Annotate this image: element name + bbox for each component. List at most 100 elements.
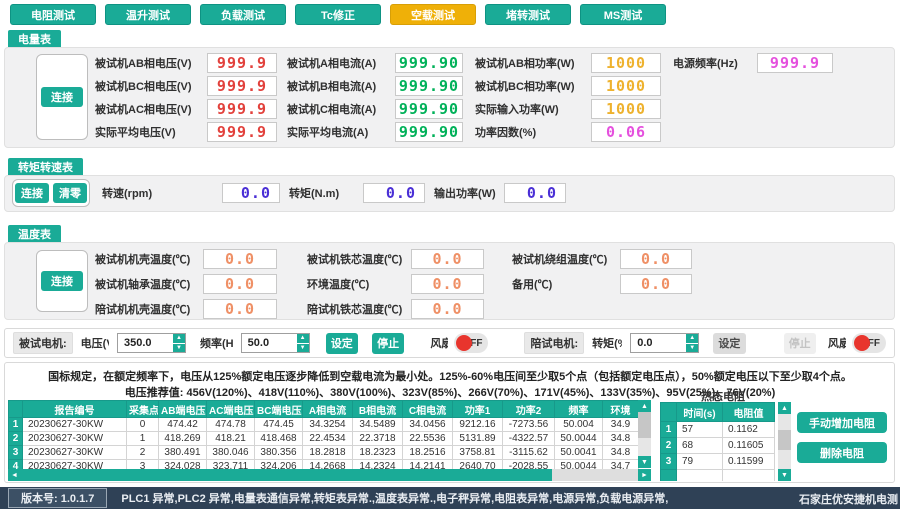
bc-power-label: 被试机BC相功率(W) — [475, 81, 575, 93]
table-cell: 34.9 — [602, 417, 639, 432]
bc-voltage-display: 999.9 — [207, 76, 277, 96]
table-cell: 418.21 — [206, 431, 255, 446]
table-row[interactable]: 1 20230627-30KW 0 474.42 474.78 474.45 3… — [8, 417, 639, 432]
bc-voltage-label: 被试机BC相电压(V) — [95, 81, 192, 93]
ab-voltage-display: 999.9 — [207, 53, 277, 73]
alarm-status-text: PLC1 异常,PLC2 异常,电量表通信异常,转矩表异常.,温度表异常.,电子… — [121, 493, 669, 505]
avg-current-display: 999.90 — [395, 122, 463, 142]
hot-resistance-title: 热态电阻 — [701, 391, 745, 403]
frequency-step-up-icon[interactable]: ▲ — [296, 334, 309, 343]
avg-current-label: 实际平均电流(A) — [287, 127, 369, 139]
table-cell: 5131.89 — [452, 431, 503, 446]
temp-meter-connect-button[interactable]: 连接 — [41, 271, 83, 291]
table-row[interactable]: 3 20230627-30KW 2 380.491 380.046 380.35… — [8, 445, 639, 460]
tab-load-test[interactable]: 负载测试 — [200, 4, 286, 25]
voltage-setpoint-input[interactable]: 350.0 — [117, 333, 174, 353]
scroll-track[interactable] — [21, 469, 638, 481]
ac-voltage-label: 被试机AC相电压(V) — [95, 104, 192, 116]
dut-stop-button[interactable]: 停止 — [371, 332, 405, 354]
row-number — [660, 469, 677, 481]
table-cell: -3115.62 — [502, 445, 555, 460]
tab-ms-test[interactable]: MS测试 — [580, 4, 666, 25]
table-cell: 3758.81 — [452, 445, 503, 460]
scroll-up-icon[interactable]: ▲ — [638, 400, 651, 412]
table-row[interactable]: 3 79 0.11599 — [660, 453, 775, 470]
temp-meter-readings: 被试机机壳温度(℃) 0.0 被试机铁芯温度(℃) 0.0 被试机绕组温度(℃)… — [95, 249, 692, 324]
source-frequency-label: 电源频率(Hz) — [673, 58, 738, 70]
torque-meter-connect-button[interactable]: 连接 — [15, 183, 49, 203]
voltage-step-up-icon[interactable]: ▲ — [173, 334, 186, 343]
frequency-setpoint-input[interactable]: 50.0 — [240, 333, 297, 353]
row-number: 3 — [660, 453, 677, 470]
table-cell: 34.8 — [602, 445, 639, 460]
no-load-results-table: 报告编号 采集点 AB端电压 AC端电压 BC端电压 A相电流 B相电流 C相电… — [8, 400, 639, 474]
voltage-step-down-icon[interactable]: ▼ — [173, 343, 186, 352]
power-meter-section-title: 电量表 — [8, 30, 61, 47]
ab-power-display: 1000 — [591, 53, 661, 73]
table-row[interactable]: 2 20230627-30KW 1 418.269 418.21 418.468… — [8, 431, 639, 446]
scroll-right-icon[interactable]: ► — [638, 469, 651, 481]
standard-note-line1: 国标规定，在额定频率下，电压从125%额定电压逐步降低到空载电流为最小处。125… — [48, 371, 852, 383]
table-cell: -7273.56 — [502, 417, 555, 432]
scroll-left-icon[interactable]: ◄ — [8, 469, 21, 481]
tab-resistance-test[interactable]: 电阻测试 — [10, 4, 96, 25]
table-cell: -4322.57 — [502, 431, 555, 446]
source-frequency-display: 999.9 — [757, 53, 833, 73]
speed-label: 转速(rpm) — [102, 188, 153, 200]
header-report-no: 报告编号 — [22, 400, 127, 418]
dut-fan-toggle[interactable]: OFF — [454, 333, 489, 353]
table-row[interactable]: 2 68 0.11605 — [660, 437, 775, 454]
scroll-track[interactable] — [778, 414, 791, 469]
bc-power-display: 1000 — [591, 76, 661, 96]
row-number: 2 — [8, 431, 23, 446]
add-resistance-button[interactable]: 手动增加电阻 — [797, 412, 887, 433]
table-row[interactable]: 1 57 0.1162 — [660, 421, 775, 438]
table-cell: 79 — [676, 453, 723, 470]
spare-temp-display: 0.0 — [620, 274, 692, 294]
tab-tc-correction[interactable]: Tc修正 — [295, 4, 381, 25]
frequency-step-down-icon[interactable]: ▼ — [296, 343, 309, 352]
table-cell: 20230627-30KW — [22, 445, 127, 460]
table-cell: 50.0041 — [554, 445, 603, 460]
resistance-vertical-scrollbar: ▲ ▼ — [778, 402, 791, 481]
table-cell: 34.8 — [602, 431, 639, 446]
scroll-down-icon[interactable]: ▼ — [778, 469, 791, 481]
aux-torque-step-down-icon[interactable]: ▼ — [686, 343, 699, 352]
scroll-track[interactable] — [638, 412, 651, 456]
table-row[interactable] — [660, 469, 775, 481]
scroll-down-icon[interactable]: ▼ — [638, 456, 651, 468]
scroll-up-icon[interactable]: ▲ — [778, 402, 791, 414]
aux-fan-label: 风扇: — [827, 338, 846, 350]
delete-resistance-button[interactable]: 删除电阻 — [797, 442, 887, 463]
table-cell: 380.356 — [254, 445, 303, 460]
header-sample-point: 采集点 — [126, 400, 159, 418]
scroll-thumb[interactable] — [21, 469, 552, 481]
table-cell: 474.45 — [254, 417, 303, 432]
row-number: 1 — [8, 417, 23, 432]
output-power-display: 0.0 — [504, 183, 566, 203]
scroll-thumb[interactable] — [638, 412, 651, 438]
status-bar: 版本号: 1.0.1.7 PLC1 异常,PLC2 异常,电量表通信异常,转矩表… — [0, 487, 900, 509]
aux-core-temp-display: 0.0 — [411, 299, 484, 319]
torque-meter-zero-button[interactable]: 清零 — [53, 183, 87, 203]
a-current-label: 被试机A相电流(A) — [287, 58, 377, 70]
header-ab-voltage: AB端电压 — [158, 400, 207, 418]
dut-set-button[interactable]: 设定 — [325, 332, 358, 354]
aux-stop-button[interactable]: 停止 — [783, 332, 816, 354]
torque-display: 0.0 — [363, 183, 425, 203]
aux-fan-toggle[interactable]: OFF — [851, 333, 887, 353]
aux-fan-state: OFF — [860, 337, 881, 349]
tab-locked-rotor-test[interactable]: 堵转测试 — [485, 4, 571, 25]
ambient-temp-display: 0.0 — [411, 274, 484, 294]
tab-no-load-test[interactable]: 空载测试 — [390, 4, 476, 25]
aux-set-button[interactable]: 设定 — [713, 332, 746, 354]
scroll-thumb[interactable] — [778, 430, 791, 450]
table-header-row: 报告编号 采集点 AB端电压 AC端电压 BC端电压 A相电流 B相电流 C相电… — [8, 400, 639, 418]
dut-shell-temp-label: 被试机机壳温度(℃) — [95, 254, 191, 266]
power-meter-connect-button[interactable]: 连接 — [41, 87, 83, 107]
aux-torque-setpoint-input[interactable]: 0.0 — [630, 333, 687, 353]
aux-torque-step-up-icon[interactable]: ▲ — [686, 334, 699, 343]
table-cell: 57 — [676, 421, 723, 438]
voltage-setpoint-label: 电压(V): — [80, 338, 109, 350]
tab-temp-rise-test[interactable]: 温升测试 — [105, 4, 191, 25]
